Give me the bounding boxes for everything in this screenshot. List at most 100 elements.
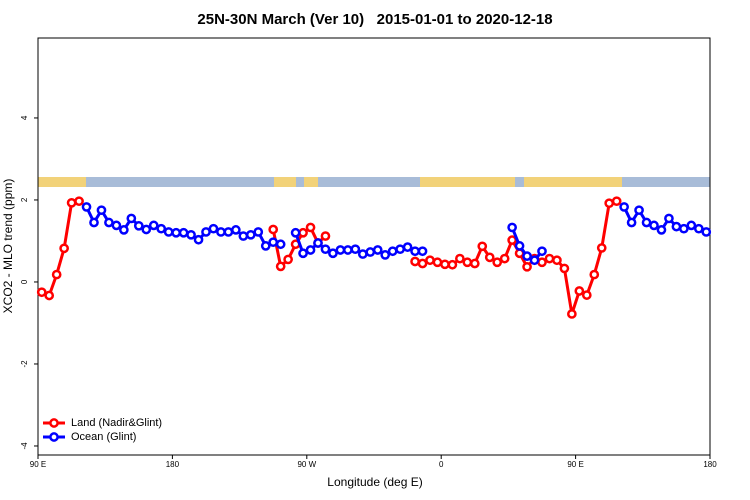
data-point bbox=[298, 248, 308, 259]
data-point bbox=[537, 246, 547, 257]
data-point bbox=[455, 253, 465, 264]
data-point bbox=[544, 253, 555, 264]
data-point bbox=[395, 244, 405, 255]
data-point bbox=[365, 247, 376, 257]
data-point bbox=[283, 254, 293, 265]
data-point bbox=[380, 250, 391, 260]
data-point bbox=[74, 196, 84, 207]
data-point bbox=[402, 242, 413, 252]
plot-frame bbox=[37, 37, 711, 456]
data-point bbox=[357, 249, 368, 259]
x-tick-label: 180 bbox=[703, 460, 717, 469]
data-point bbox=[163, 227, 174, 237]
data-point bbox=[432, 257, 443, 268]
data-point bbox=[320, 231, 331, 241]
data-point bbox=[626, 217, 637, 228]
data-point bbox=[104, 217, 114, 228]
data-point bbox=[305, 222, 316, 233]
land-ocean-strip bbox=[38, 177, 710, 187]
data-point bbox=[559, 263, 570, 274]
data-point bbox=[111, 220, 122, 231]
legend-label: Land (Nadir&Glint) bbox=[71, 417, 162, 429]
data-point bbox=[119, 225, 129, 235]
data-point bbox=[305, 245, 316, 255]
data-point bbox=[417, 246, 428, 257]
data-point bbox=[499, 253, 510, 264]
data-point bbox=[589, 269, 600, 280]
data-point bbox=[178, 227, 189, 238]
data-point bbox=[410, 256, 420, 267]
data-point bbox=[245, 229, 256, 240]
data-point bbox=[298, 227, 308, 238]
x-tick-label: 0 bbox=[439, 460, 444, 469]
data-point bbox=[275, 239, 286, 250]
y-tick-label: -2 bbox=[20, 360, 29, 368]
data-point bbox=[611, 196, 622, 207]
data-point bbox=[596, 243, 607, 253]
x-tick-label: 180 bbox=[166, 460, 180, 469]
data-point bbox=[193, 234, 204, 245]
data-point bbox=[619, 202, 629, 212]
y-tick-label: 2 bbox=[20, 197, 29, 202]
data-point bbox=[574, 286, 585, 296]
data-point bbox=[567, 309, 577, 319]
data-point bbox=[686, 220, 697, 231]
data-point bbox=[343, 245, 353, 255]
data-point bbox=[656, 225, 667, 235]
legend-label: Ocean (Glint) bbox=[71, 431, 136, 443]
data-point bbox=[96, 205, 107, 216]
x-tick-label: 90 E bbox=[567, 460, 583, 469]
data-point bbox=[223, 227, 234, 237]
data-point bbox=[253, 227, 264, 237]
data-point bbox=[671, 221, 682, 232]
data-point bbox=[552, 255, 562, 266]
data-point bbox=[350, 244, 361, 255]
data-point bbox=[171, 227, 181, 238]
data-point bbox=[387, 246, 398, 257]
chart-title: 25N-30N March (Ver 10) 2015-01-01 to 202… bbox=[197, 11, 552, 28]
data-point bbox=[44, 290, 55, 301]
y-axis-label: XCO2 - MLO trend (ppm) bbox=[1, 179, 15, 314]
data-point bbox=[313, 238, 323, 248]
data-point bbox=[679, 223, 689, 234]
y-tick-label: 4 bbox=[20, 115, 29, 120]
data-point bbox=[36, 287, 47, 298]
data-point bbox=[275, 261, 286, 272]
x-axis-label: Longitude (deg E) bbox=[327, 475, 422, 489]
data-point bbox=[507, 222, 517, 233]
data-point bbox=[268, 224, 279, 235]
data-point bbox=[201, 227, 211, 237]
data-point bbox=[51, 269, 62, 280]
data-point bbox=[634, 205, 644, 216]
data-point bbox=[268, 237, 279, 248]
data-point bbox=[335, 245, 346, 255]
data-point bbox=[693, 223, 704, 234]
data-point bbox=[81, 202, 92, 212]
data-point bbox=[492, 257, 503, 268]
legend-marker bbox=[49, 418, 59, 428]
data-point bbox=[260, 241, 271, 251]
data-point bbox=[484, 252, 495, 263]
data-point bbox=[156, 223, 167, 234]
data-point bbox=[649, 220, 659, 231]
x-tick-label: 90 W bbox=[297, 460, 316, 469]
data-point bbox=[328, 248, 338, 259]
data-point bbox=[216, 227, 226, 237]
data-point bbox=[231, 225, 241, 235]
data-point bbox=[447, 259, 458, 270]
data-point bbox=[664, 213, 674, 224]
data-point bbox=[141, 224, 152, 235]
data-point bbox=[581, 290, 592, 300]
data-point bbox=[440, 259, 450, 270]
data-point bbox=[522, 251, 532, 261]
data-point bbox=[89, 217, 99, 228]
data-point bbox=[238, 231, 249, 241]
data-point bbox=[186, 229, 196, 240]
data-point bbox=[477, 241, 488, 252]
data-point bbox=[462, 257, 473, 268]
data-point bbox=[604, 198, 615, 209]
data-point bbox=[66, 197, 77, 208]
x-tick-label: 90 E bbox=[30, 460, 46, 469]
legend-marker bbox=[49, 432, 59, 442]
